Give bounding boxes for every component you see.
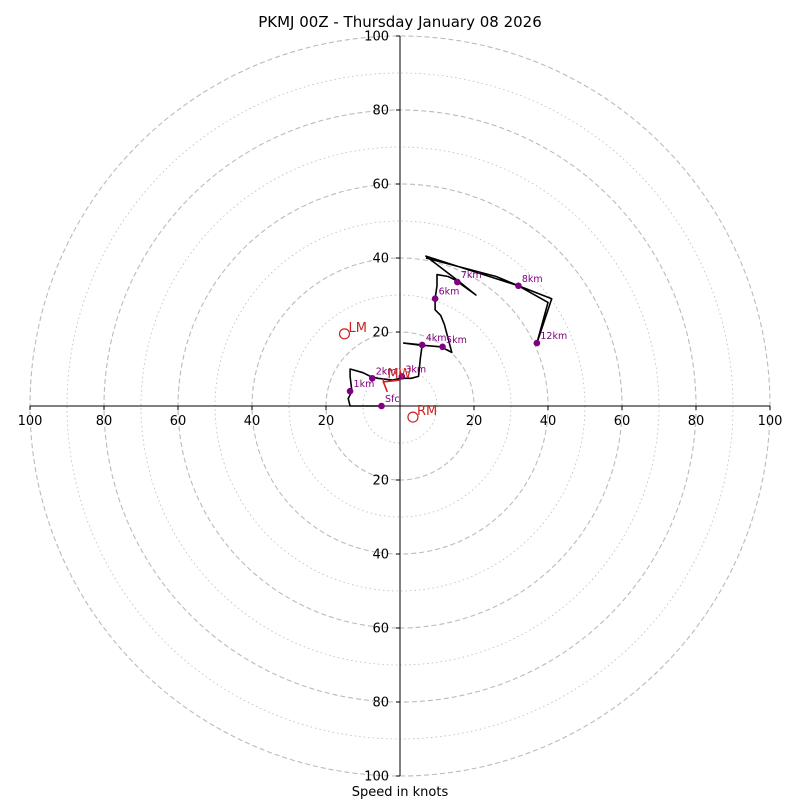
height-point-2km: 2km (368, 366, 397, 382)
mean-wind-vector-stem (382, 381, 389, 393)
height-point-sfc: Sfc (378, 394, 400, 410)
axes (30, 36, 770, 776)
height-label: 1km (354, 379, 375, 390)
y-tick-label: 100 (364, 30, 389, 45)
height-label: Sfc (385, 394, 400, 405)
height-dot (515, 282, 522, 290)
x-axis-label: Speed in knots (352, 785, 449, 800)
motion-label: MW (387, 367, 411, 382)
y-tick-label: 60 (372, 178, 389, 193)
height-label: 7km (461, 270, 482, 281)
height-label: 6km (439, 287, 460, 298)
height-label: 5km (446, 335, 467, 346)
height-dot (378, 402, 385, 410)
height-dot (431, 295, 439, 303)
height-point-6km: 6km (431, 287, 460, 303)
height-dot (439, 343, 446, 351)
height-point-12km: 12km (533, 331, 567, 347)
x-tick-label: 80 (96, 414, 113, 429)
motion-label: LM (349, 321, 367, 336)
height-label: 8km (522, 274, 543, 285)
height-dot (454, 278, 461, 286)
height-point-3km: 3km (398, 364, 426, 380)
height-dot (398, 373, 406, 380)
x-tick-label: 80 (688, 414, 705, 429)
y-tick-label: 100 (364, 770, 389, 785)
y-tick-label: 20 (372, 326, 389, 341)
x-tick-label: 60 (614, 414, 631, 429)
height-dot (533, 339, 541, 347)
height-point-1km: 1km (346, 379, 375, 395)
height-point-8km: 8km (515, 274, 543, 290)
height-point-4km: 4km (418, 333, 447, 349)
height-dot (346, 387, 354, 395)
y-tick-label: 80 (372, 104, 389, 119)
x-tick-label: 100 (758, 414, 783, 429)
mean-wind-vector (382, 378, 401, 383)
x-tick-label: 40 (540, 414, 557, 429)
height-label: 12km (540, 331, 567, 342)
y-tick-label: 40 (372, 548, 389, 563)
x-tick-label: 60 (170, 414, 187, 429)
y-tick-label: 80 (372, 696, 389, 711)
x-tick-label: 20 (318, 414, 335, 429)
y-tick-label: 20 (372, 474, 389, 489)
motion-ring (338, 328, 351, 340)
motion-label: RM (417, 404, 437, 419)
height-label: 3km (405, 364, 426, 375)
motion-lm: LM (338, 321, 367, 340)
height-point-5km: 5km (439, 335, 467, 351)
height-label: 4km (426, 333, 447, 344)
height-dot (418, 341, 426, 349)
height-dot (368, 374, 376, 382)
x-tick-label: 40 (244, 414, 261, 429)
height-point-7km: 7km (454, 270, 482, 286)
motion-rm: RM (407, 404, 437, 423)
y-tick-label: 60 (372, 622, 389, 637)
height-label: 2km (376, 366, 397, 377)
x-tick-label: 20 (466, 414, 483, 429)
x-tick-label: 100 (18, 414, 43, 429)
tick-labels: 100 80 60 40 20 20 40 60 80 100 100 80 60 40 20 20 40 60 8… (18, 30, 783, 785)
chart-title: PKMJ 00Z - Thursday January 08 2026 (258, 13, 542, 31)
storm-motion-markers: LM RM MW (338, 321, 437, 423)
y-tick-label: 40 (372, 252, 389, 267)
motion-mw: MW (387, 367, 411, 382)
motion-ring (407, 411, 419, 423)
